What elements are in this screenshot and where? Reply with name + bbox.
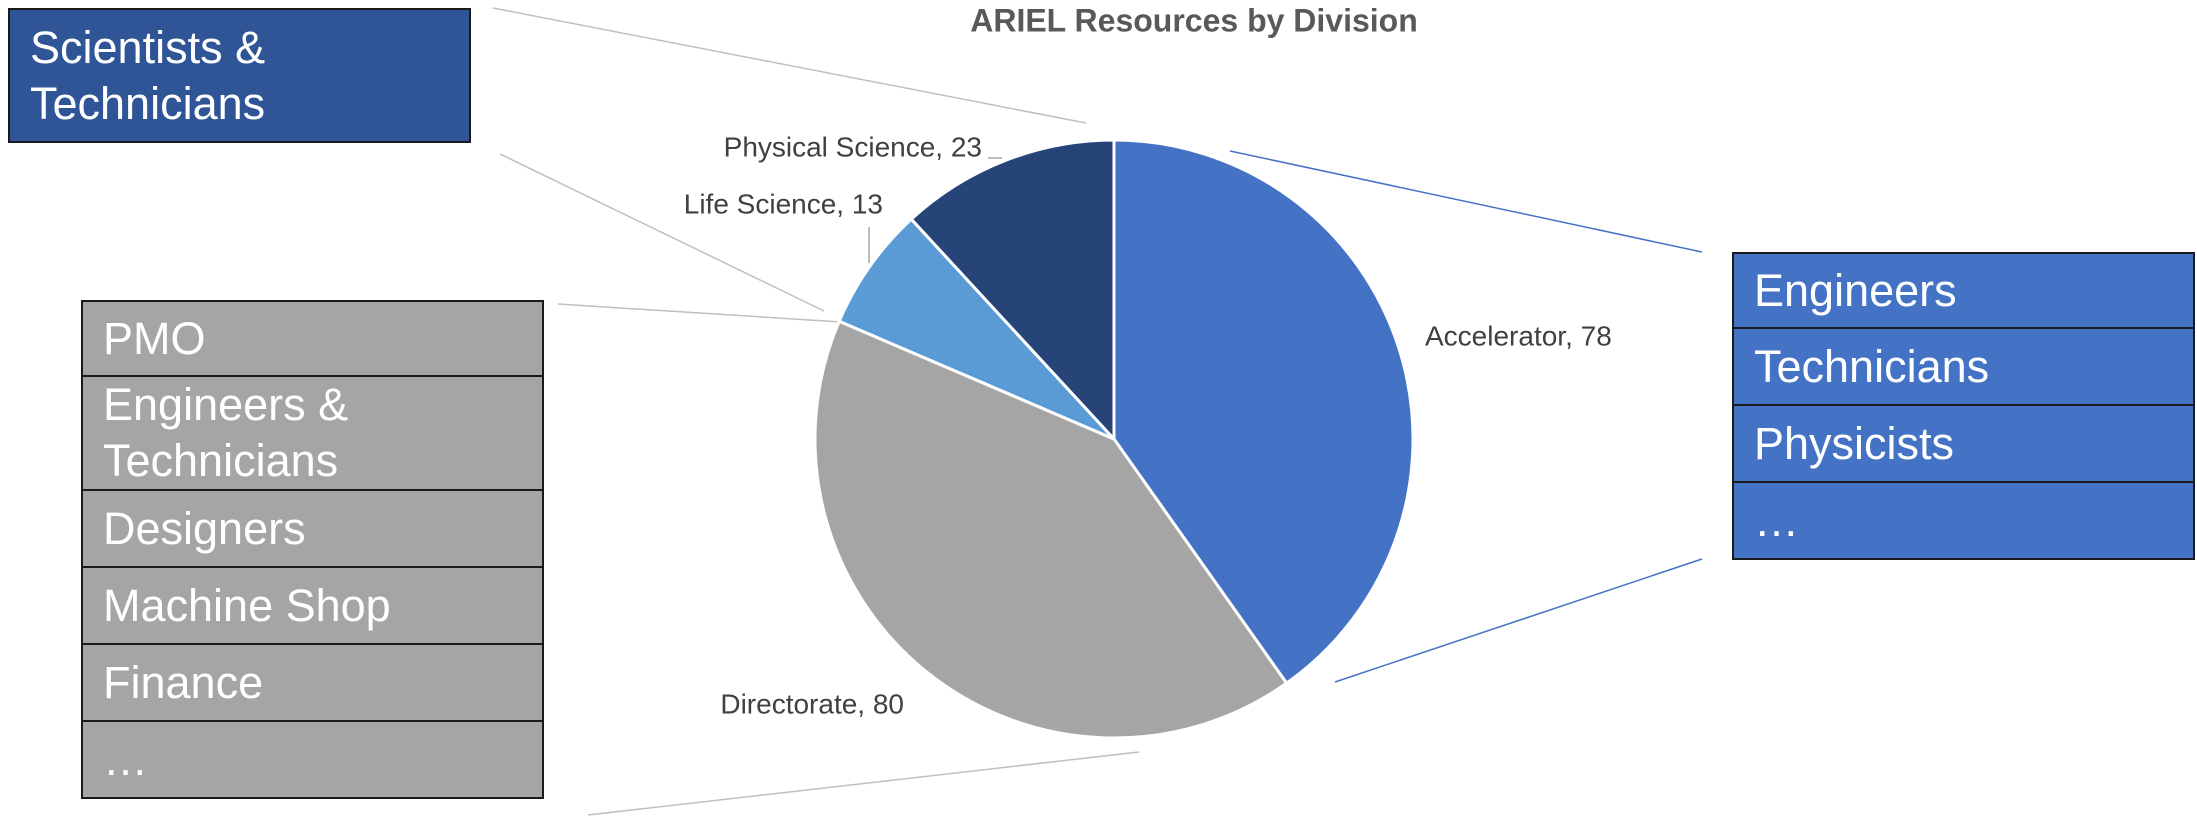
connector [1229, 150, 1703, 253]
box-item: … [81, 722, 544, 799]
box-right: Engineers Technicians Physicists… [1732, 252, 2195, 560]
box-item: Engineers [1732, 252, 2195, 329]
box-item: Technicians [1732, 329, 2195, 406]
box-item: PMO [81, 300, 544, 377]
box-item: Physicists [1732, 406, 2195, 483]
box-item: Finance [81, 645, 544, 722]
chart-title: ARIEL Resources by Division [970, 2, 1418, 38]
box-item: Engineers & Technicians [81, 377, 544, 491]
pie-slice [1112, 138, 1415, 686]
box-item: … [1732, 483, 2195, 560]
data-label: Life Science, 13 [684, 188, 883, 219]
data-label: Accelerator, 78 [1425, 320, 1612, 351]
connector [587, 751, 1140, 816]
data-label: Physical Science, 23 [724, 131, 982, 162]
pie-slice [813, 319, 1289, 740]
connector [557, 303, 842, 323]
box-item: Scientists & Technicians [8, 8, 471, 143]
box-item: Designers [81, 491, 544, 568]
box-item: Machine Shop [81, 568, 544, 645]
data-label: Directorate, 80 [720, 688, 904, 719]
box-left: PMO Engineers & Technicians Designers Machi… [81, 300, 544, 799]
connectors [492, 7, 1703, 816]
box-top-left: Scientists & Technicians [8, 8, 471, 143]
connector [1334, 558, 1703, 683]
pie-slice [909, 138, 1116, 443]
connector [492, 7, 1087, 124]
pie-slice [837, 217, 1116, 441]
connector [499, 153, 825, 312]
